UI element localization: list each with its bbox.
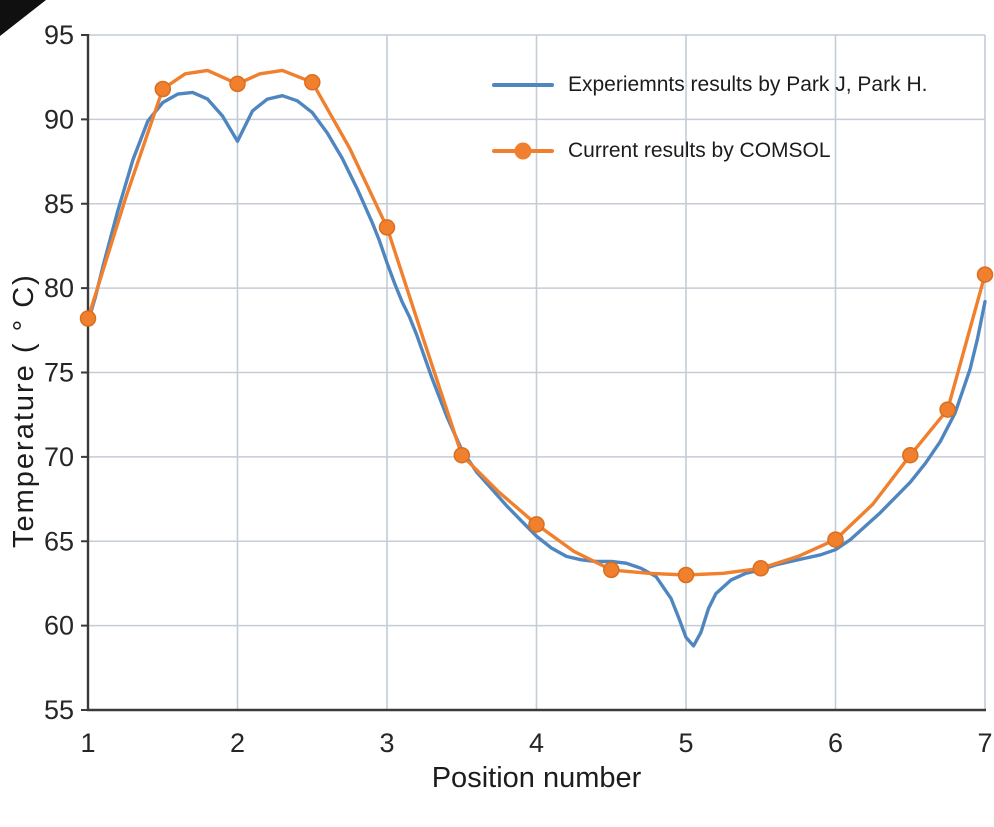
x-tick-label: 1 [80, 728, 95, 758]
series-marker [677, 566, 695, 584]
x-tick-label: 7 [977, 728, 992, 758]
x-axis-title: Position number [431, 762, 642, 794]
legend-entry-experiments: Experiemnts results by Park J, Park H. [492, 66, 927, 104]
y-tick-label: 90 [44, 104, 74, 134]
legend-entry-comsol: Current results by COMSOL [492, 132, 927, 170]
x-tick-label: 4 [529, 728, 544, 758]
legend: Experiemnts results by Park J, Park H. C… [492, 66, 927, 198]
y-tick-label: 55 [44, 695, 74, 725]
series-marker [939, 401, 956, 418]
series-marker [304, 74, 321, 91]
series-line [86, 90, 987, 648]
y-tick-label: 60 [44, 611, 74, 641]
y-tick-label: 70 [44, 442, 74, 472]
series-line [86, 68, 987, 577]
y-axis-title: Temperature ( ° C) [8, 273, 40, 548]
legend-label: Experiemnts results by Park J, Park H. [568, 73, 928, 96]
series-marker [976, 266, 994, 283]
series-marker [603, 561, 620, 579]
series-marker [378, 219, 396, 236]
y-tick-label: 65 [44, 526, 74, 556]
y-tick-label: 85 [44, 189, 74, 219]
series-marker [453, 446, 471, 464]
series-marker [528, 516, 545, 533]
series-marker [79, 310, 97, 327]
y-tick-label: 80 [44, 273, 74, 303]
y-tick-label: 75 [44, 358, 74, 388]
series-marker [154, 80, 172, 98]
x-tick-label: 2 [230, 728, 245, 758]
x-tick-label: 6 [828, 728, 843, 758]
x-tick-label: 5 [678, 728, 693, 758]
legend-line-sample-blue [492, 66, 554, 104]
series-marker [752, 560, 770, 577]
legend-marker-dot [514, 142, 532, 160]
y-tick-label: 95 [44, 20, 74, 50]
page-corner-artifact [0, 0, 46, 36]
x-tick-label: 3 [379, 728, 394, 758]
series-marker [902, 446, 919, 464]
series-marker [229, 75, 246, 93]
legend-label: Current results by COMSOL [568, 139, 831, 162]
legend-line-sample-orange [492, 132, 554, 170]
series-marker [827, 531, 844, 548]
